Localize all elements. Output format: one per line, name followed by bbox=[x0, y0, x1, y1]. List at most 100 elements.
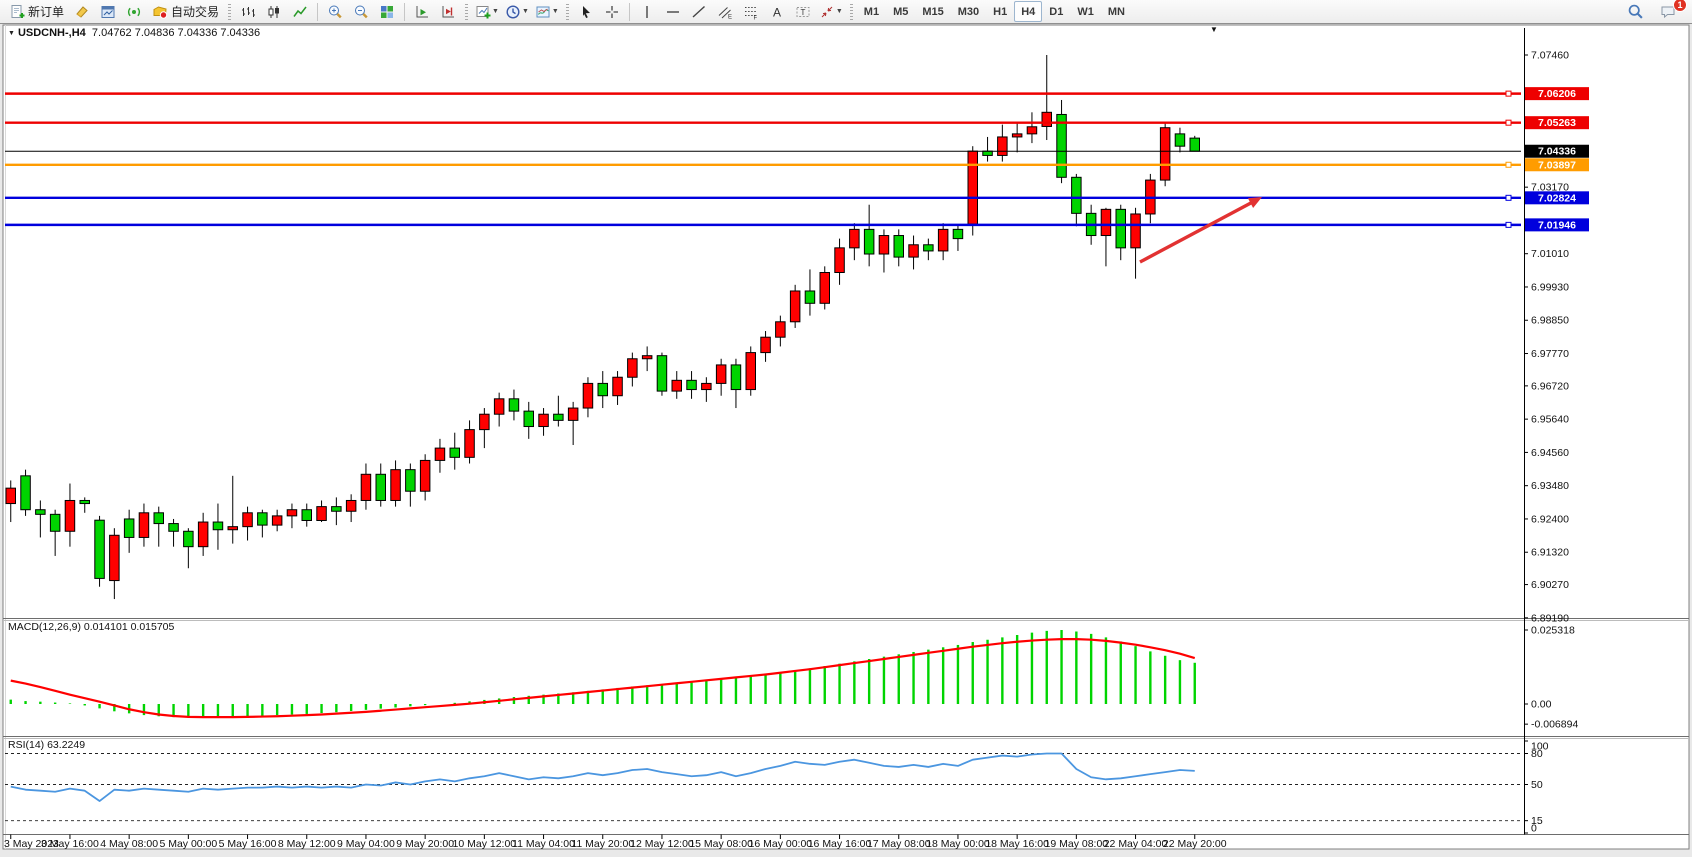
candle-body bbox=[641, 355, 653, 360]
timeframe-button-h4[interactable]: H4 bbox=[1014, 1, 1043, 22]
tile-windows-button[interactable] bbox=[374, 1, 400, 23]
toolbar-separator bbox=[628, 2, 630, 21]
candle-body bbox=[375, 473, 386, 501]
auto-scroll-button[interactable] bbox=[409, 1, 435, 23]
line-chart-button[interactable] bbox=[287, 1, 313, 23]
timeframe-button-d1[interactable]: D1 bbox=[1049, 5, 1064, 18]
timeframe-button-h1[interactable]: H1 bbox=[993, 5, 1008, 18]
price-axis-label: 6.92400 bbox=[1531, 513, 1569, 525]
indicators-icon bbox=[476, 5, 491, 18]
fibonacci-icon: F bbox=[744, 6, 757, 20]
candle-body bbox=[227, 526, 238, 531]
fibonacci-button[interactable]: F bbox=[738, 1, 764, 23]
candle-body bbox=[523, 410, 534, 428]
level-line-handle[interactable] bbox=[1505, 119, 1512, 126]
search-button[interactable] bbox=[1622, 1, 1648, 23]
candle-body bbox=[479, 413, 490, 431]
trend-arrow-head[interactable] bbox=[1247, 197, 1262, 208]
candle-body bbox=[1174, 133, 1186, 147]
candle-body bbox=[301, 509, 312, 521]
candle-body bbox=[493, 398, 505, 415]
timeframe-button-m15[interactable]: M15 bbox=[922, 5, 944, 18]
candle-body bbox=[1100, 208, 1112, 237]
trendline-button[interactable] bbox=[686, 1, 712, 23]
timeframe-button-m5[interactable]: M5 bbox=[893, 5, 909, 18]
horizontal-line-button[interactable] bbox=[660, 1, 686, 23]
toolbar-grip bbox=[228, 3, 232, 20]
timeframe-button-m30[interactable]: M30 bbox=[957, 5, 980, 18]
candle-body bbox=[197, 521, 209, 548]
candle-body bbox=[834, 247, 845, 273]
candle-body bbox=[908, 244, 919, 258]
timeframe-button-w1[interactable]: W1 bbox=[1077, 5, 1094, 18]
date-axis-label: 5 May 16:00 bbox=[219, 838, 277, 850]
price-tag-label: 7.02824 bbox=[1538, 192, 1576, 204]
auto-trading-icon bbox=[153, 5, 168, 19]
text-button[interactable]: A bbox=[764, 1, 790, 23]
bar-chart-button[interactable] bbox=[235, 1, 261, 23]
periods-button[interactable]: ▼ bbox=[502, 1, 532, 23]
level-line-handle[interactable] bbox=[1505, 221, 1512, 228]
equidistant-channel-button[interactable]: E bbox=[712, 1, 738, 23]
candle-body bbox=[715, 364, 727, 384]
candle-body bbox=[5, 487, 16, 505]
candle-body bbox=[863, 228, 875, 255]
crosshair-button[interactable] bbox=[599, 1, 625, 23]
indicators-button[interactable]: ▼ bbox=[472, 1, 502, 23]
level-line-handle[interactable] bbox=[1505, 194, 1512, 201]
chart-window-button[interactable] bbox=[95, 1, 121, 23]
auto-trading-button[interactable]: 自动交易 bbox=[147, 1, 224, 23]
main-toolbar: 新订单 自动交易 ▼ ▼ bbox=[0, 0, 1692, 24]
zoom-in-button[interactable] bbox=[322, 1, 348, 23]
chart-title-collapse-icon[interactable]: ▼ bbox=[8, 30, 15, 37]
eraser-button[interactable] bbox=[69, 1, 95, 23]
tile-windows-icon bbox=[381, 5, 394, 18]
candle-body bbox=[138, 512, 150, 538]
trend-arrow-line[interactable] bbox=[1139, 200, 1254, 264]
text-label-button[interactable]: T bbox=[790, 1, 816, 23]
chat-button[interactable]: 1 bbox=[1656, 0, 1687, 23]
candlestick-chart-icon bbox=[268, 5, 280, 18]
signal-button[interactable] bbox=[121, 1, 147, 23]
candle-body bbox=[612, 376, 623, 397]
chart-window-frame bbox=[2, 24, 1690, 850]
candle-body bbox=[153, 512, 164, 525]
toolbar-separator bbox=[317, 2, 319, 21]
chevron-down-icon: ▼ bbox=[835, 8, 843, 15]
date-axis-label: 8 May 12:00 bbox=[278, 838, 336, 850]
date-axis-label: 18 May 16:00 bbox=[985, 838, 1049, 850]
timeframe-button-m1[interactable]: M1 bbox=[863, 5, 880, 18]
cursor-button[interactable] bbox=[573, 1, 599, 23]
zoom-out-icon bbox=[355, 5, 368, 18]
candle-body bbox=[567, 407, 579, 421]
candle-body bbox=[20, 475, 31, 511]
arrow-objects-button[interactable]: ▼ bbox=[816, 1, 846, 23]
timeframe-button-mn[interactable]: MN bbox=[1107, 5, 1125, 18]
vertical-line-icon bbox=[646, 5, 648, 18]
candle-body bbox=[286, 509, 298, 517]
candle-body bbox=[967, 150, 978, 225]
candlestick-chart-button[interactable] bbox=[261, 1, 287, 23]
window-menu-arrow-icon[interactable]: ▼ bbox=[1210, 25, 1218, 34]
date-axis-label: 3 May 2023 bbox=[4, 838, 59, 850]
price-axis-label: 6.90270 bbox=[1531, 579, 1569, 591]
candle-body bbox=[1011, 133, 1023, 138]
chart-shift-button[interactable] bbox=[435, 1, 461, 23]
price-tag-label: 7.03897 bbox=[1538, 159, 1576, 171]
candle-body bbox=[582, 382, 594, 409]
candle-body bbox=[35, 509, 46, 515]
candle-body bbox=[893, 235, 904, 258]
candle-body bbox=[1115, 208, 1126, 249]
price-axis-label: 7.03170 bbox=[1531, 182, 1569, 194]
zoom-in-icon bbox=[329, 5, 342, 18]
candle-body bbox=[538, 413, 549, 428]
level-line-handle[interactable] bbox=[1505, 90, 1512, 97]
new-order-button[interactable]: 新订单 bbox=[4, 1, 69, 23]
zoom-out-button[interactable] bbox=[348, 1, 374, 23]
candle-body bbox=[360, 473, 372, 501]
vertical-line-button[interactable] bbox=[634, 1, 660, 23]
candle-body bbox=[49, 513, 61, 532]
templates-button[interactable]: ▼ bbox=[532, 1, 562, 23]
level-line-handle[interactable] bbox=[1505, 161, 1512, 168]
